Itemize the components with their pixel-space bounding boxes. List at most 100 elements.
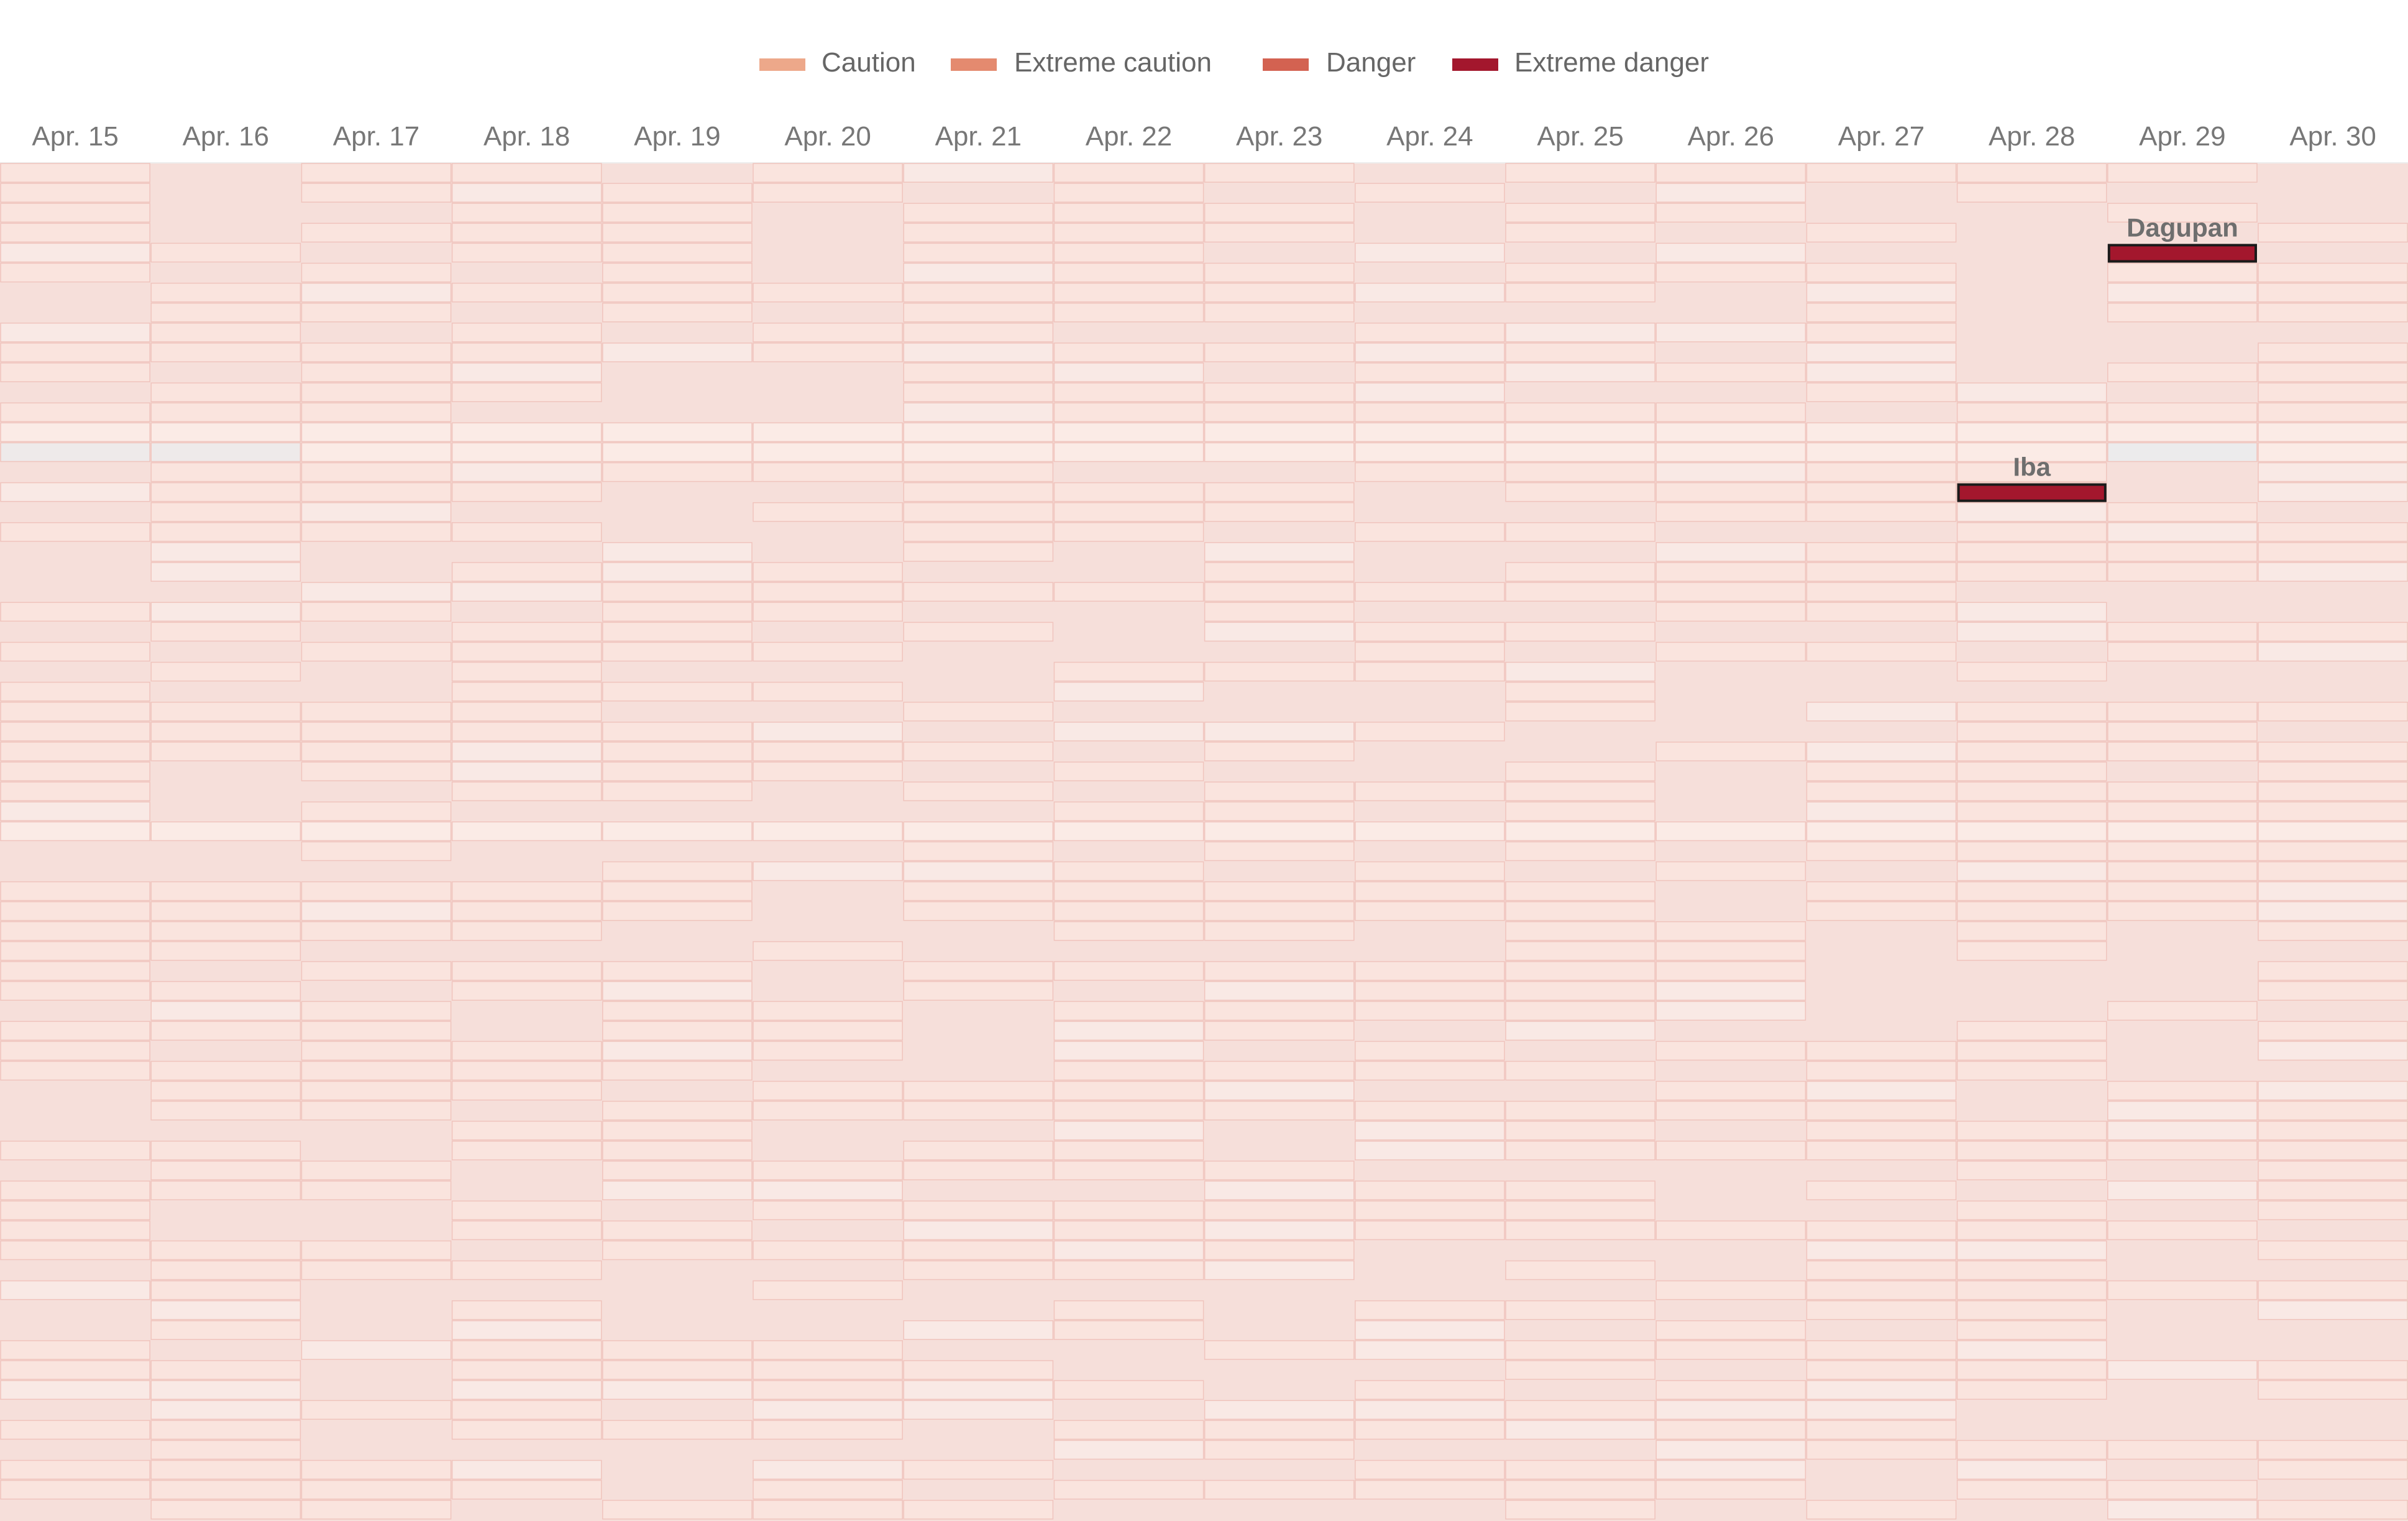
heatmap-cell bbox=[2258, 881, 2408, 901]
heatmap-cell bbox=[602, 1100, 753, 1121]
date-label: Apr. 23 bbox=[1236, 121, 1322, 152]
heatmap-cell bbox=[602, 1499, 753, 1520]
heatmap-cell bbox=[2107, 562, 2258, 582]
heatmap-cell bbox=[1655, 562, 1806, 582]
heatmap-cell bbox=[150, 502, 301, 522]
heatmap-cell bbox=[1806, 781, 1957, 801]
heatmap-cell bbox=[1505, 981, 1655, 1001]
heatmap-cell bbox=[1505, 582, 1655, 602]
heatmap-cell bbox=[1204, 1021, 1355, 1041]
heatmap-cell bbox=[451, 1479, 602, 1500]
heatmap-cell bbox=[2258, 342, 2408, 362]
heatmap-cell bbox=[1204, 881, 1355, 901]
heatmap-cell bbox=[451, 722, 602, 742]
heatmap-cell bbox=[1505, 1340, 1655, 1360]
heatmap-cell bbox=[1505, 1200, 1655, 1221]
heatmap-cell bbox=[301, 462, 452, 482]
heatmap-cell bbox=[1956, 402, 2107, 423]
heatmap-cell bbox=[301, 881, 452, 901]
heatmap-cell bbox=[1956, 1360, 2107, 1380]
heatmap-cell bbox=[1355, 861, 1505, 881]
heatmap-cell bbox=[451, 981, 602, 1001]
heatmap-cell bbox=[0, 163, 150, 183]
heatmap-cell bbox=[1204, 1400, 1355, 1420]
heatmap-cell bbox=[2107, 362, 2258, 382]
heatmap-cell bbox=[1806, 1440, 1957, 1460]
heatmap-cell bbox=[2107, 901, 2258, 921]
heatmap-cell bbox=[602, 681, 753, 702]
heatmap-cell bbox=[301, 402, 452, 423]
heatmap-cell bbox=[1204, 622, 1355, 642]
heatmap-cell bbox=[1355, 981, 1505, 1001]
heatmap-cell bbox=[602, 1001, 753, 1021]
heatmap-cell bbox=[1655, 422, 1806, 443]
heatmap-cell bbox=[1956, 542, 2107, 562]
heatmap-cell bbox=[1505, 1141, 1655, 1160]
heatmap-cell bbox=[1655, 1141, 1806, 1160]
heatmap-cell bbox=[903, 1240, 1054, 1261]
heatmap-cell bbox=[1956, 1060, 2107, 1081]
heatmap-cell bbox=[301, 761, 452, 781]
heatmap-cell bbox=[1204, 1420, 1355, 1440]
heatmap-cell bbox=[602, 1360, 753, 1380]
legend-label-2: Danger bbox=[1326, 47, 1416, 78]
heatmap-cell bbox=[753, 582, 903, 602]
heatmap-cell bbox=[602, 1380, 753, 1400]
heatmap-cell bbox=[301, 163, 452, 183]
heatmap-cell bbox=[1053, 681, 1204, 702]
heatmap-cell bbox=[1053, 1479, 1204, 1500]
heatmap-cell bbox=[301, 1160, 452, 1180]
heatmap-cell bbox=[1806, 1380, 1957, 1400]
date-label: Apr. 17 bbox=[333, 121, 419, 152]
heatmap-cell bbox=[1053, 801, 1204, 822]
heatmap-cell bbox=[2107, 1360, 2258, 1380]
heatmap-cell bbox=[1505, 881, 1655, 901]
heatmap-cell bbox=[1505, 402, 1655, 423]
heatmap-cell bbox=[301, 422, 452, 443]
heatmap-cell bbox=[301, 1001, 452, 1021]
heatmap-cell bbox=[1806, 502, 1957, 522]
heatmap-cell bbox=[753, 861, 903, 881]
heatmap-cell bbox=[2107, 262, 2258, 283]
date-label: Apr. 20 bbox=[784, 121, 871, 152]
date-axis: Apr. 15 Apr. 16 Apr. 17 Apr. 18 Apr. 19 Apr. … bbox=[32, 121, 2376, 152]
heatmap-cell bbox=[301, 1240, 452, 1261]
heatmap-cell bbox=[602, 641, 753, 662]
heatmap-cell bbox=[2258, 781, 2408, 801]
heatmap-cell bbox=[1956, 821, 2107, 842]
heatmap-cell bbox=[753, 1001, 903, 1021]
heatmap-cell bbox=[1806, 223, 1957, 243]
heatmap-cell bbox=[753, 722, 903, 742]
heatmap-cell bbox=[0, 1380, 150, 1400]
heatmap-cell bbox=[753, 1080, 903, 1101]
heatmap-cell bbox=[1956, 1380, 2107, 1400]
heatmap-cell bbox=[301, 362, 452, 382]
heatmap-cell bbox=[1204, 1160, 1355, 1180]
heatmap-cell bbox=[0, 362, 150, 382]
heatmap-cell bbox=[1956, 1440, 2107, 1460]
heatmap-cell bbox=[150, 522, 301, 542]
heatmap-cell bbox=[1806, 742, 1957, 761]
heatmap-cell bbox=[1956, 1141, 2107, 1160]
heatmap-cell bbox=[301, 183, 452, 203]
heatmap-cell bbox=[150, 1180, 301, 1200]
legend-swatch-2 bbox=[1263, 58, 1309, 71]
heatmap-cell bbox=[1655, 262, 1806, 283]
heatmap-cell bbox=[903, 282, 1054, 303]
heatmap-cell bbox=[451, 522, 602, 542]
heatmap-cell bbox=[2258, 1459, 2408, 1480]
heatmap-cell bbox=[0, 1041, 150, 1061]
heatmap-cell bbox=[1053, 961, 1204, 981]
heatmap-cell bbox=[1655, 641, 1806, 662]
heatmap-cell bbox=[1806, 323, 1957, 342]
heatmap-cell bbox=[2258, 562, 2408, 582]
heatmap-cell bbox=[1505, 1180, 1655, 1200]
heatmap-cell bbox=[451, 1300, 602, 1320]
heatmap-cell bbox=[1655, 1440, 1806, 1460]
heatmap-cell bbox=[451, 442, 602, 462]
heatmap-cell bbox=[1204, 1220, 1355, 1241]
heatmap-cell bbox=[753, 1021, 903, 1041]
heatmap-cells bbox=[0, 163, 2408, 1520]
heatmap-cell bbox=[1505, 522, 1655, 542]
heatmap-cell bbox=[1505, 1021, 1655, 1041]
